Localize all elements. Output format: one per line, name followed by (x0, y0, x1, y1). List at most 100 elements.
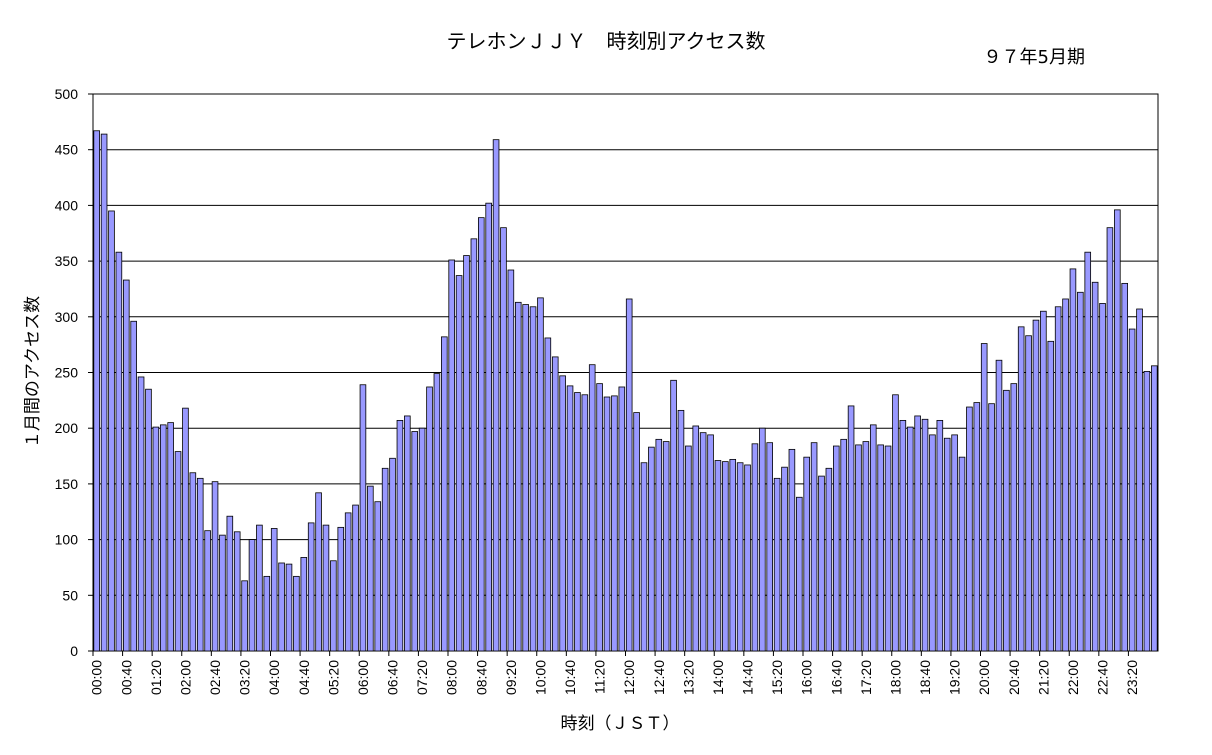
x-tick-label: 08:40 (473, 660, 489, 695)
bar (707, 434, 714, 652)
bar (958, 456, 966, 652)
bar (418, 427, 426, 652)
bar (145, 388, 152, 652)
bar (159, 424, 167, 652)
bar (293, 575, 300, 652)
bar (1069, 268, 1077, 652)
bar (877, 444, 884, 652)
bar (625, 298, 633, 652)
bar (685, 445, 692, 652)
bar (352, 504, 359, 652)
bar (426, 386, 433, 652)
bar (1062, 298, 1069, 652)
bar (152, 426, 160, 652)
bar (966, 406, 973, 652)
bar (714, 460, 722, 652)
bar (973, 402, 981, 652)
x-tick-label: 06:40 (385, 660, 401, 695)
x-tick-label: 17:20 (858, 660, 874, 695)
bar (226, 515, 234, 652)
bar (588, 364, 596, 652)
bar (766, 442, 774, 652)
x-tick-label: 14:00 (710, 660, 726, 695)
x-tick-label: 22:40 (1095, 660, 1111, 695)
x-tick-label: 18:40 (917, 660, 933, 695)
bar (1128, 328, 1136, 652)
bar (648, 446, 655, 652)
x-tick-label: 16:40 (828, 660, 844, 695)
bar (1121, 282, 1128, 652)
bar (470, 238, 478, 652)
bar (551, 356, 559, 652)
bar (581, 394, 589, 652)
bar (477, 217, 485, 652)
bar (278, 562, 285, 652)
bar (270, 528, 278, 652)
bar (670, 379, 677, 652)
y-tick-label: 250 (55, 365, 79, 381)
y-tick-label: 450 (55, 142, 79, 158)
x-tick-label: 02:00 (177, 660, 193, 695)
chart-subtitle: ９７年5月期 (984, 47, 1085, 68)
bar (285, 563, 293, 652)
bar (862, 441, 870, 652)
bar (1054, 306, 1062, 652)
bar (1136, 308, 1143, 652)
bar (115, 251, 123, 652)
y-tick-label: 50 (62, 587, 78, 603)
x-tick-label: 04:40 (296, 660, 312, 695)
bar (507, 269, 515, 652)
bar (337, 526, 345, 652)
bar (759, 427, 766, 652)
x-tick-label: 00:00 (89, 660, 105, 695)
bar (100, 133, 108, 652)
bar (951, 434, 958, 652)
x-tick-label: 12:40 (651, 660, 667, 695)
x-tick-label: 20:40 (1006, 660, 1022, 695)
bar (233, 531, 241, 652)
bar (211, 481, 219, 652)
bar (455, 275, 463, 652)
bar (825, 467, 833, 652)
y-tick-label: 100 (55, 532, 79, 548)
bar (559, 375, 566, 652)
bar (773, 477, 781, 652)
bar (300, 557, 308, 652)
bar (448, 259, 455, 652)
bar (929, 434, 936, 652)
bar (818, 475, 825, 652)
bar (93, 130, 100, 652)
bar (810, 442, 818, 652)
bar (855, 444, 862, 652)
bar (108, 210, 115, 652)
bar (322, 524, 330, 652)
x-tick-label: 07:20 (414, 660, 430, 695)
y-tick-label: 150 (55, 476, 79, 492)
bar (514, 301, 522, 652)
bar (441, 336, 448, 652)
x-tick-label: 09:20 (503, 660, 519, 695)
bar (167, 422, 174, 652)
bar (174, 451, 182, 652)
bar (137, 376, 145, 652)
bar (995, 359, 1003, 652)
bar (640, 462, 648, 652)
x-tick-label: 03:20 (237, 660, 253, 695)
bar (256, 524, 263, 652)
bar (263, 575, 271, 652)
bar (744, 464, 751, 652)
bar (921, 418, 929, 652)
bar (596, 383, 603, 652)
bar (1010, 383, 1018, 652)
bar (219, 534, 226, 652)
bar (677, 409, 685, 652)
bar (988, 403, 995, 652)
x-tick-label: 21:20 (1035, 660, 1051, 695)
x-tick-label: 22:00 (1065, 660, 1081, 695)
bar (485, 202, 492, 652)
y-tick-label: 200 (55, 420, 79, 436)
bar (980, 343, 988, 652)
bar (1032, 319, 1040, 652)
x-tick-label: 16:00 (799, 660, 815, 695)
